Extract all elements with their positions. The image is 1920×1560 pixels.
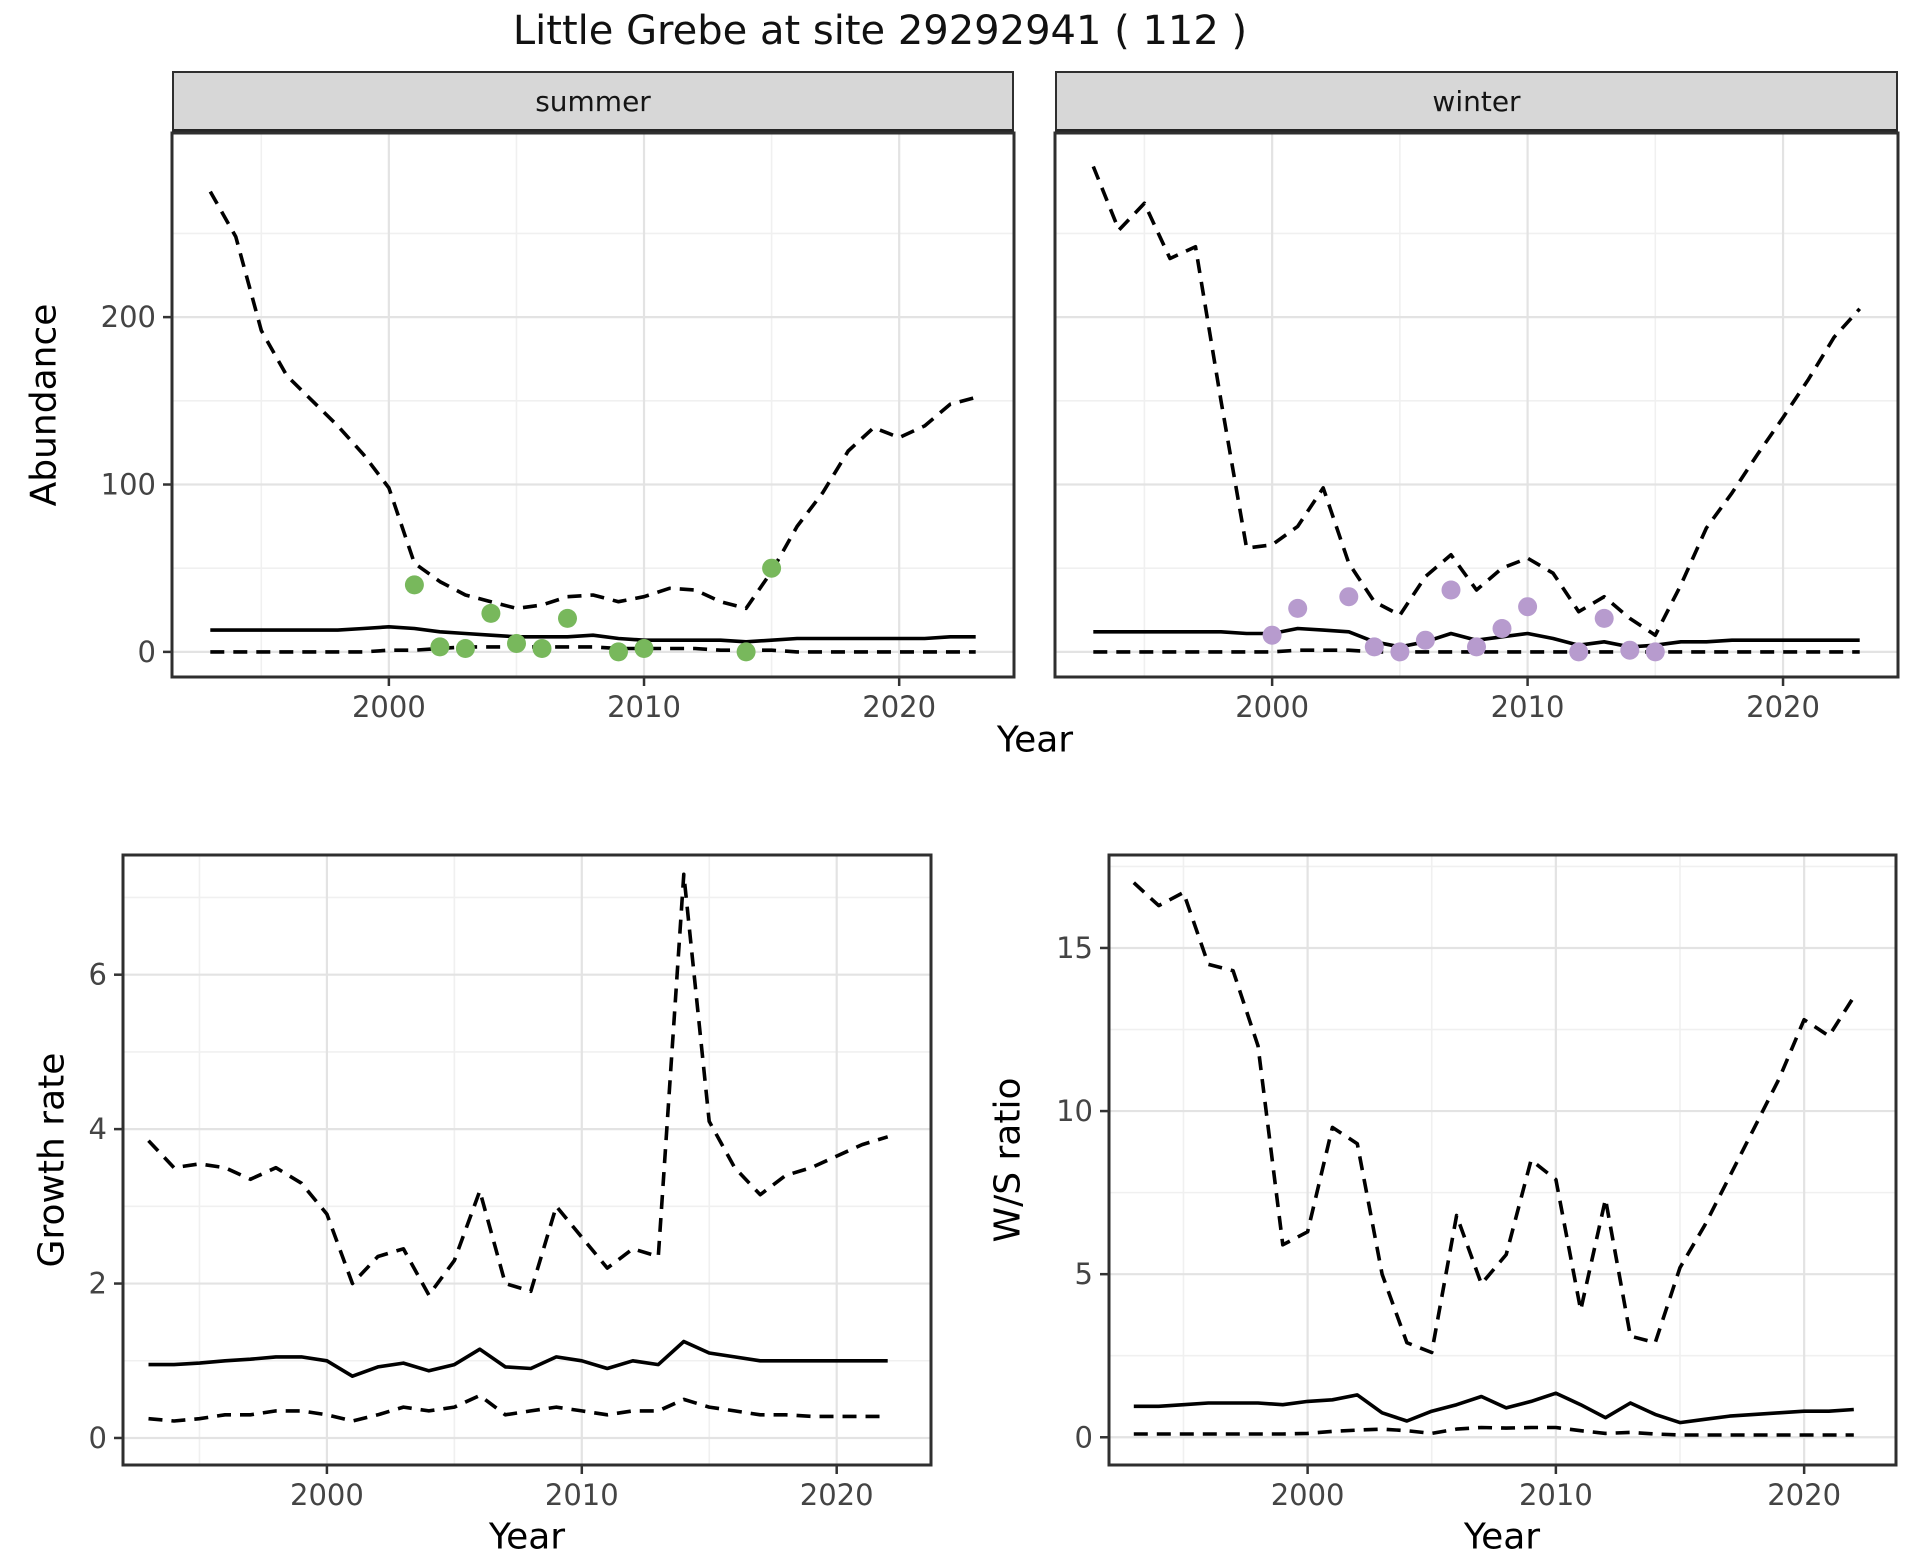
ws-ratio-panel: 2000 2010 2020 0 5 10 15 [1056,853,1898,1512]
observed-summer-counts [507,634,526,653]
x-axis-title-growth-rate: Year [488,1516,566,1558]
x-tick-label: 2000 [352,690,426,724]
abundance-winter-series-upper [1091,165,1862,637]
observed-summer-counts [532,639,552,658]
growth-rate-panel: 2000 2010 2020 0 2 4 6 [89,853,933,1512]
observed-summer-counts [609,642,628,662]
observed-winter-counts [1339,587,1359,607]
y-axis-title-growth-rate: Growth rate [31,1052,73,1268]
observed-summer-counts [404,575,424,595]
y-tick-label: 100 [101,468,156,502]
figure-title: Little Grebe at site 29292941 ( 112 ) [512,8,1248,54]
x-tick-label: 2010 [545,1478,619,1512]
y-tick-label: 0 [1075,1420,1093,1454]
x-tick-label: 2020 [800,1478,874,1512]
observed-winter-counts [1415,630,1435,650]
facet-strip-summer-label: summer [535,84,651,118]
growth-rate-series-upper [147,872,889,1297]
x-tick-label: 2020 [1767,1478,1841,1512]
x-tick-label: 2020 [862,690,936,724]
x-tick-label: 2010 [1519,1478,1593,1512]
observed-winter-counts [1620,640,1640,660]
y-tick-label: 0 [89,1421,107,1455]
x-tick-label: 2010 [607,690,681,724]
x-axis-title-top: Year [996,719,1074,761]
y-tick-label: 0 [138,635,156,669]
facet-strip-winter: winter [1055,71,1898,133]
y-tick-label: 2 [89,1267,107,1301]
y-axis-title-ws-ratio: W/S ratio [987,1077,1029,1243]
abundance-winter-series-lower [1093,648,1860,654]
observed-winter-counts [1594,608,1614,628]
abundance-winter-panel: 2000 2010 2020 [1053,131,1900,724]
abundance-summer-series-lower [210,645,976,654]
observed-summer-counts [481,603,501,623]
y-tick-label: 5 [1075,1257,1093,1291]
observed-summer-counts [736,642,756,662]
ws-ratio-series-upper [1132,881,1856,1355]
abundance-summer-series-median [210,625,976,644]
x-tick-label: 2000 [1271,1478,1345,1512]
observed-summer-counts [430,637,450,657]
observed-summer-counts [558,608,577,628]
x-tick-label: 2000 [290,1478,364,1512]
y-tick-label: 200 [101,300,156,334]
growth-rate-series-median [148,1339,888,1378]
facet-strip-winter-label: winter [1432,84,1521,118]
y-tick-label: 4 [89,1112,107,1146]
observed-summer-counts [455,639,475,658]
abundance-summer-panel: 2000 2010 2020 0 100 200 [101,131,1016,724]
observed-winter-counts [1569,642,1589,662]
y-tick-label: 15 [1056,931,1093,965]
observed-winter-counts [1467,637,1486,657]
ws-ratio-series-median [1133,1391,1854,1425]
x-axis-title-ws-ratio: Year [1463,1516,1541,1558]
observed-winter-counts [1288,598,1308,618]
observed-summer-counts [634,639,654,658]
y-tick-label: 6 [89,958,107,992]
growth-rate-series-lower [148,1393,888,1423]
abundance-summer-series-upper [208,190,977,611]
observed-winter-counts [1262,625,1282,645]
x-tick-label: 2020 [1746,690,1820,724]
observed-winter-counts [1364,637,1384,657]
observed-winter-counts [1492,619,1512,638]
observed-winter-counts [1441,580,1461,600]
observed-winter-counts [1518,597,1538,617]
y-axis-title-abundance: Abundance [23,303,65,507]
y-tick-label: 10 [1056,1094,1093,1128]
observed-winter-counts [1645,642,1665,662]
observed-summer-counts [762,558,782,578]
ws-ratio-series-lower [1133,1425,1854,1437]
x-tick-label: 2010 [1491,690,1565,724]
x-tick-label: 2000 [1235,690,1309,724]
observed-winter-counts [1390,642,1410,662]
facet-strip-summer: summer [172,71,1014,133]
